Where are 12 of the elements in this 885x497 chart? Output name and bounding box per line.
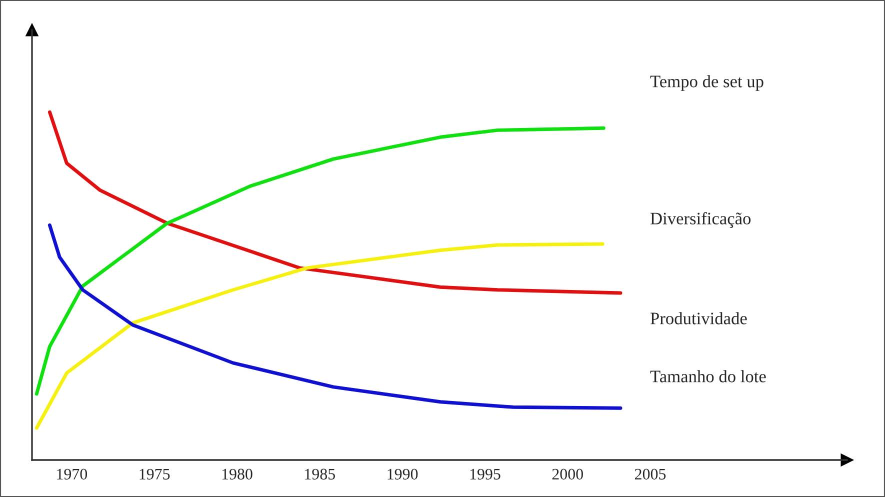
x-tick-label: 1970 <box>57 468 88 480</box>
text: Tempo de set up <box>650 75 764 91</box>
x-tick-label: 1980 <box>222 468 252 480</box>
annotation: Tamanho do lote <box>650 370 766 382</box>
x-tick-label: 2005 <box>635 468 666 480</box>
x-tick-label: 1990 <box>388 468 418 480</box>
annotation: Produtividade <box>650 312 747 324</box>
x-tick-label: 2000 <box>552 468 583 480</box>
x-tick-label: 1995 <box>470 468 500 480</box>
x-tick-label: 1975 <box>140 468 170 480</box>
x-tick-label: 1985 <box>305 468 335 480</box>
annotation: Diversificação <box>650 212 751 228</box>
